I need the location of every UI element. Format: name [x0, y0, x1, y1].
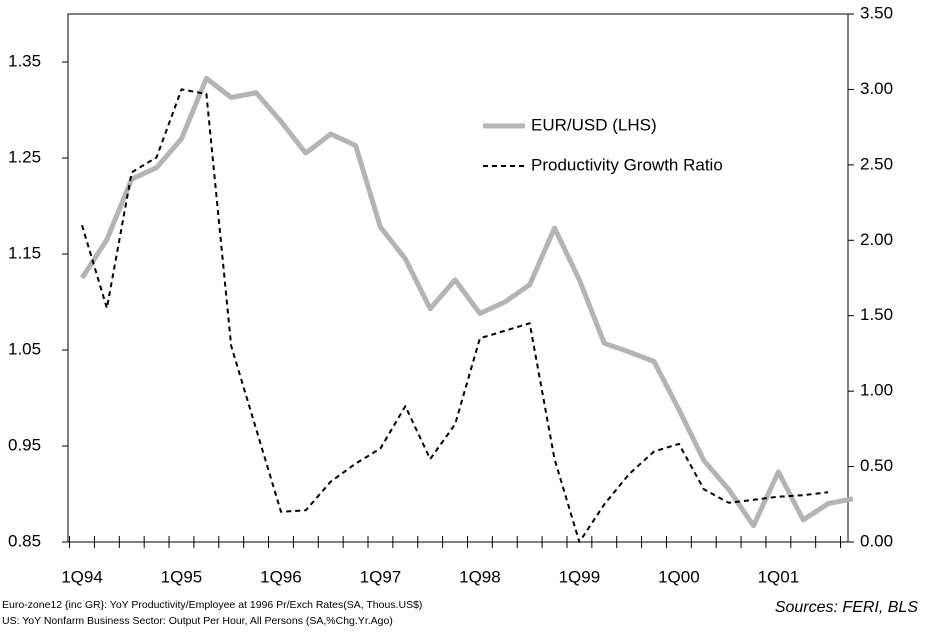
y-tick-label: 0.95 — [8, 435, 41, 454]
y-tick-label: 0.85 — [8, 531, 41, 550]
x-tick-label: 1Q99 — [559, 567, 601, 586]
y2-tick-label: 2.00 — [860, 230, 893, 249]
x-tick-label: 1Q95 — [161, 567, 203, 586]
series-line — [81, 88, 829, 543]
plot-frame — [67, 13, 849, 543]
y2-tick-label: 3.00 — [860, 79, 893, 98]
y-tick-label: 1.15 — [8, 243, 41, 262]
footnote: Euro-zone12 {inc GR}: YoY Productivity/E… — [2, 599, 422, 611]
y2-tick-label: 0.00 — [860, 531, 893, 550]
y-tick-label: 1.25 — [8, 147, 41, 166]
y2-tick-label: 2.50 — [860, 154, 893, 173]
x-tick-label: 1Q00 — [658, 567, 700, 586]
legend-label: Productivity Growth Ratio — [531, 155, 723, 174]
x-tick-label: 1Q94 — [61, 567, 103, 586]
legend-label: EUR/USD (LHS) — [531, 115, 657, 134]
y-tick-label: 1.05 — [8, 339, 41, 358]
x-tick-label: 1Q97 — [360, 567, 402, 586]
x-tick-label: 1Q01 — [758, 567, 800, 586]
x-tick-label: 1Q98 — [459, 567, 501, 586]
y2-tick-label: 1.50 — [860, 305, 893, 324]
y2-tick-label: 3.50 — [860, 3, 893, 22]
y-tick-label: 1.35 — [8, 51, 41, 70]
series-line — [79, 75, 854, 529]
source: Sources: FERI, BLS — [775, 599, 918, 616]
footnote: US: YoY Nonfarm Business Sector: Output … — [2, 615, 393, 627]
x-tick-label: 1Q96 — [260, 567, 302, 586]
y2-tick-label: 1.00 — [860, 381, 893, 400]
y2-tick-label: 0.50 — [860, 456, 893, 475]
